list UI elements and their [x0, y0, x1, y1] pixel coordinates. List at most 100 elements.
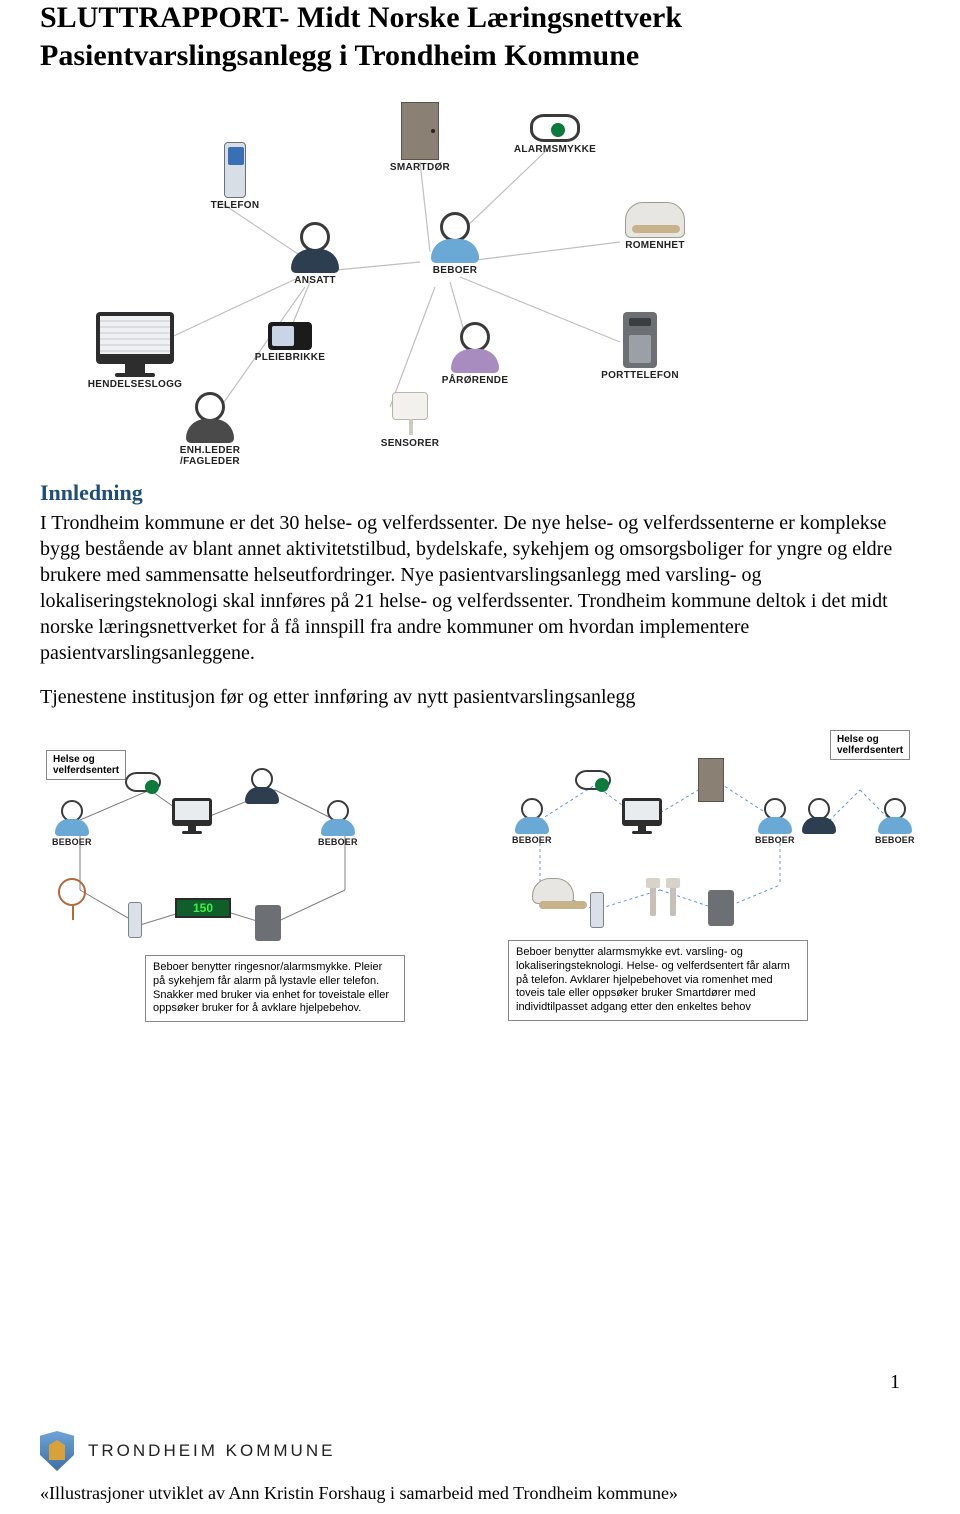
right-beboer-3: BEBOER: [875, 798, 915, 845]
node-label: BEBOER: [755, 836, 795, 845]
person-body-icon: [431, 239, 479, 263]
footer-logo-row: TRONDHEIM KOMMUNE: [40, 1431, 920, 1471]
page-number: 1: [890, 1371, 900, 1394]
person-head-icon: [440, 212, 470, 242]
document-page: SLUTTRAPPORT- Midt Norske Læringsnettver…: [0, 0, 960, 1514]
trondheim-shield-icon: [40, 1431, 74, 1471]
right-monitor: [622, 798, 662, 834]
hv-box-right: Helse og velferdsentert: [830, 730, 910, 760]
node-label: BEBOER: [512, 836, 552, 845]
node-label: BEBOER: [52, 838, 92, 847]
node-parorende: PÅRØRENDE: [420, 322, 530, 386]
footer-credit: «Illustrasjoner utviklet av Ann Kristin …: [40, 1483, 920, 1504]
left-ringesnor: [58, 878, 86, 906]
node-label: ANSATT: [294, 275, 336, 286]
left-ansatt: [245, 768, 279, 804]
person-body-icon: [451, 349, 499, 373]
lystavle-icon: [175, 898, 231, 918]
sensor-icon: [650, 878, 656, 916]
right-ansatt: [802, 798, 836, 834]
node-label: SMARTDØR: [390, 162, 450, 173]
node-label: BEBOER: [875, 836, 915, 845]
caption-before: Beboer benytter ringesnor/alarmsmykke. P…: [145, 955, 405, 1022]
before-after-diagram: Helse og velferdsentert BEBOER B: [40, 730, 920, 1060]
footer-org-name: TRONDHEIM KOMMUNE: [88, 1441, 335, 1461]
left-alarmsmykke: [125, 772, 161, 792]
right-alarmsmykke: [575, 770, 611, 790]
system-network-diagram: SMARTDØR ALARMSMYKKE TELEFON ANSATT BEBO…: [60, 92, 760, 462]
person-body-icon: [802, 817, 836, 834]
node-label: PLEIEBRIKKE: [255, 352, 326, 363]
left-beboer-2: BEBOER: [318, 800, 358, 847]
hv-label: Helse og velferdsentert: [830, 730, 910, 760]
node-romenhet: ROMENHET: [600, 202, 710, 251]
romenhet-icon: [532, 878, 574, 904]
smartdoor-icon: [401, 102, 439, 160]
node-pleiebrikke: PLEIEBRIKKE: [235, 322, 345, 363]
panel-before: Helse og velferdsentert BEBOER B: [40, 730, 460, 1060]
node-label: ROMENHET: [625, 240, 685, 251]
node-enhleder: ENH.LEDER /FAGLEDER: [155, 392, 265, 467]
porttelefon-icon: [623, 312, 657, 368]
sensor-icon: [670, 878, 676, 916]
hv-box-left: Helse og velferdsentert: [46, 750, 126, 780]
ringesnor-icon: [58, 878, 86, 906]
person-body-icon: [515, 817, 549, 834]
right-beboer-2: BEBOER: [755, 798, 795, 845]
node-smartdor: SMARTDØR: [365, 102, 475, 173]
section-heading-innledning: Innledning: [40, 480, 920, 506]
romenhet-icon: [625, 202, 685, 238]
person-head-icon: [460, 322, 490, 352]
phone-icon: [590, 892, 604, 928]
node-label: HENDELSESLOGG: [88, 379, 182, 390]
person-body-icon: [186, 419, 234, 443]
person-body-icon: [291, 249, 339, 273]
right-door: [698, 758, 724, 802]
right-beboer-1: BEBOER: [512, 798, 552, 845]
monitor-stand-icon: [125, 363, 145, 373]
person-head-icon: [300, 222, 330, 252]
alarmsmykke-icon: [125, 772, 161, 792]
node-label: ALARMSMYKKE: [514, 144, 596, 155]
monitor-icon: [96, 312, 174, 364]
title-line-1: SLUTTRAPPORT- Midt Norske Læringsnettver…: [40, 0, 920, 36]
pleiebrikke-icon: [268, 322, 312, 350]
person-body-icon: [758, 817, 792, 834]
right-phone: [590, 892, 604, 928]
left-monitor: [172, 798, 212, 834]
alarmsmykke-icon: [530, 114, 580, 142]
node-telefon: TELEFON: [180, 142, 290, 211]
sensorer-icon: [392, 392, 428, 420]
node-label: BEBOER: [318, 838, 358, 847]
person-head-icon: [195, 392, 225, 422]
node-porttelefon: PORTTELEFON: [585, 312, 695, 381]
monitor-base-icon: [115, 373, 155, 377]
phone-icon: [128, 902, 142, 938]
caption-after: Beboer benytter alarmsmykke evt. varslin…: [508, 940, 808, 1021]
left-beboer-1: BEBOER: [52, 800, 92, 847]
page-footer: TRONDHEIM KOMMUNE «Illustrasjoner utvikl…: [40, 1431, 920, 1504]
right-sensor-2: [670, 878, 676, 916]
node-label: ENH.LEDER /FAGLEDER: [180, 445, 240, 467]
monitor-icon: [622, 798, 662, 826]
monitor-base-icon: [182, 831, 202, 834]
left-phone: [128, 902, 142, 938]
person-body-icon: [878, 817, 912, 834]
node-alarmsmykke: ALARMSMYKKE: [500, 114, 610, 155]
panel-after: Helse og velferdsentert BEBOER BEB: [500, 730, 920, 1060]
telefon-icon: [224, 142, 246, 198]
alarmsmykke-icon: [575, 770, 611, 790]
left-lystavle: [175, 898, 231, 918]
person-body-icon: [321, 819, 355, 836]
node-label: TELEFON: [211, 200, 260, 211]
node-ansatt: ANSATT: [260, 222, 370, 286]
node-sensorer: SENSORER: [355, 392, 465, 449]
node-label: PÅRØRENDE: [442, 375, 509, 386]
monitor-base-icon: [632, 831, 652, 834]
toveistale-icon: [255, 905, 281, 941]
node-label: BEBOER: [433, 265, 478, 276]
node-label: PORTTELEFON: [601, 370, 679, 381]
toveistale-icon: [708, 890, 734, 926]
smartdoor-icon: [698, 758, 724, 802]
monitor-icon: [172, 798, 212, 826]
